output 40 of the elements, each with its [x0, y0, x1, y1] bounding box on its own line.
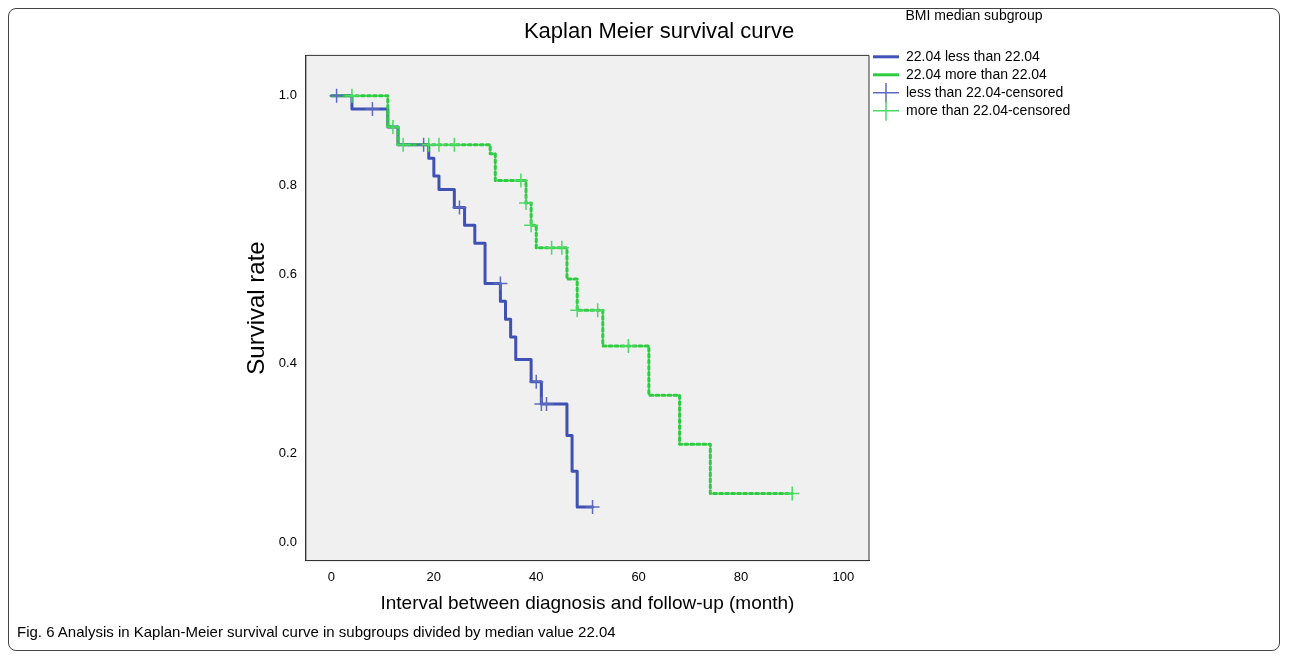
- y-tick-label: 0.0: [278, 534, 297, 550]
- point: [385, 119, 401, 135]
- x-tick-label: 20: [426, 568, 442, 584]
- x-tick-label: 80: [733, 568, 749, 584]
- legend-label: more than 22.04-censored: [906, 101, 1071, 118]
- point: [513, 172, 529, 189]
- point: [538, 396, 555, 412]
- x-tick-label: 100: [832, 568, 855, 584]
- point: [364, 101, 381, 117]
- y-tick-label: 0.2: [278, 444, 297, 460]
- legend-title: BMI median subgroup: [905, 6, 1043, 23]
- x-tick-label: 60: [631, 568, 646, 584]
- point: [395, 137, 411, 153]
- y-axis-title: Survival rate: [242, 241, 270, 375]
- chart-title: Kaplan Meier survival curve: [523, 18, 795, 44]
- y-tick-label: 0.6: [278, 266, 297, 282]
- legend-label: 22.04 less than 22.04: [906, 47, 1041, 64]
- x-axis-title: Interval between diagnosis and follow-up (month): [380, 591, 795, 613]
- point: [328, 87, 345, 104]
- point: [446, 137, 463, 153]
- point: [431, 137, 447, 153]
- point: [528, 374, 544, 390]
- x-tick-label: 40: [529, 568, 544, 584]
- point: [584, 499, 601, 515]
- y-tick-label: 1.0: [278, 87, 297, 103]
- point: [784, 485, 800, 502]
- point: [344, 87, 360, 104]
- point: [518, 195, 534, 211]
- point: [523, 217, 539, 234]
- legend-label: less than 22.04-censored: [906, 83, 1064, 100]
- legend-label: 22.04 more than 22.04: [906, 65, 1048, 82]
- y-tick-label: 0.8: [278, 176, 297, 192]
- x-tick-label: 0: [327, 568, 336, 584]
- y-tick-label: 0.4: [278, 355, 297, 371]
- caption: Fig. 6 Analysis in Kaplan-Meier survival curve in subgroups divided by median value 22.04: [16, 622, 617, 642]
- point: [569, 302, 585, 318]
- point: [589, 302, 606, 318]
- point: [620, 338, 637, 354]
- point: [492, 275, 509, 292]
- point: [451, 199, 468, 216]
